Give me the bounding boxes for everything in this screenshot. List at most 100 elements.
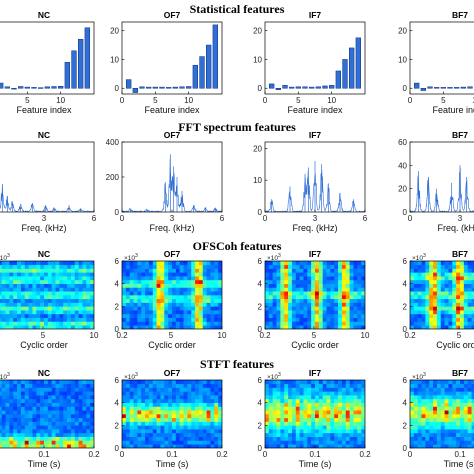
heatmap-cell [63,444,68,448]
heatmap-cell [86,276,91,281]
heatmap-cell [67,391,72,396]
heatmap-cell [315,417,320,422]
heatmap-cell [0,302,2,307]
heatmap-cell [36,283,41,288]
heatmap-cell [13,444,18,448]
bar [289,86,295,89]
heatmap-cell [28,272,33,277]
heatmap-cell [1,295,6,300]
heatmap-cell [74,302,79,307]
exponent-power: 3 [135,372,138,378]
heatmap-cell [40,313,45,318]
heatmap-cell [295,272,300,277]
heatmap-cell [303,302,308,307]
bar [64,62,70,89]
heatmap-cell [218,298,222,303]
heatmap-cell [160,383,165,388]
heatmap-cell [82,395,87,400]
heatmap-cell [36,398,41,403]
heatmap-cell [268,391,273,396]
heatmap-cell [152,268,157,273]
heatmap-cell [330,398,335,403]
heatmap-cell [463,279,468,284]
heatmap-cell [156,306,161,311]
heatmap-cell [59,402,64,407]
heatmap-cell [288,306,293,311]
heatmap-cell [276,264,281,269]
heatmap-cell [272,295,277,300]
heatmap-cell [440,261,445,266]
heatmap-cell [125,310,130,315]
heatmap-cell [78,398,83,403]
heatmap-cell [51,325,56,329]
heatmap-cell [303,283,308,288]
heatmap-cell [90,440,94,445]
heatmap-cell [183,279,188,284]
heatmap-cell [125,295,130,300]
heatmap-cell [5,279,10,284]
heatmap-cell [268,313,273,318]
heatmap-cell [20,444,26,448]
heatmap-cell [349,425,354,430]
heatmap-cell [175,440,180,445]
heatmap-cell [311,295,316,300]
heatmap-cell [168,298,173,303]
heatmap-cell [44,391,49,396]
heatmap-cell [436,283,442,288]
heatmap-cell [32,421,37,426]
heatmap-cell [299,387,304,392]
heatmap-cell [172,429,177,434]
heatmap-cell [148,264,154,269]
heatmap-cell [160,444,165,448]
heatmap-cell [82,295,87,300]
heatmap-cell [160,421,165,426]
plot-area [0,27,90,90]
heatmap-cell [175,414,180,419]
heatmap-cell [326,387,331,392]
heatmap-cell [156,395,161,400]
heatmap-cell [345,321,350,326]
heatmap-cell [1,406,6,411]
heatmap-cell [63,432,68,437]
heatmap-cell [13,283,18,288]
heatmap-cell [353,429,358,434]
heatmap-cell [460,410,465,415]
heatmap-cell [429,264,434,269]
heatmap-cell [125,410,130,415]
heatmap-cell [44,440,49,445]
heatmap-cell [463,429,468,434]
heatmap-cell [311,383,316,388]
heatmap-cell [444,268,449,273]
heatmap-cell [410,325,415,329]
heatmap-cell [334,410,339,415]
heatmap-cell [13,440,18,445]
heatmap-cell [307,321,312,326]
heatmap-cell [318,298,323,303]
heatmap-cell [137,313,142,318]
heatmap-cell [433,295,438,300]
heatmap-cell [187,313,192,318]
x-tick-label: 0 [120,450,125,459]
heatmap-cell [456,432,461,437]
heatmap-cell [417,398,422,403]
heatmap-cell [183,440,188,445]
heatmap-cell [172,272,177,277]
heatmap-cell [187,391,192,396]
heatmap-cell [172,410,177,415]
heatmap-cell [417,313,422,318]
heatmap-cell [214,321,219,326]
heatmap-cell [311,391,316,396]
heatmap-cell [47,425,52,430]
heatmap-cell [137,387,142,392]
heatmap-cell [315,321,320,326]
heatmap-cell [67,317,72,322]
heatmap-cell [86,317,91,322]
heatmap-cell [206,417,211,422]
heatmap-cell [463,317,468,322]
heatmap-cell [353,425,358,430]
heatmap-cell [148,440,154,445]
heatmap-cell [28,421,33,426]
heatmap-cell [78,317,83,322]
heatmap-cell [36,436,41,441]
